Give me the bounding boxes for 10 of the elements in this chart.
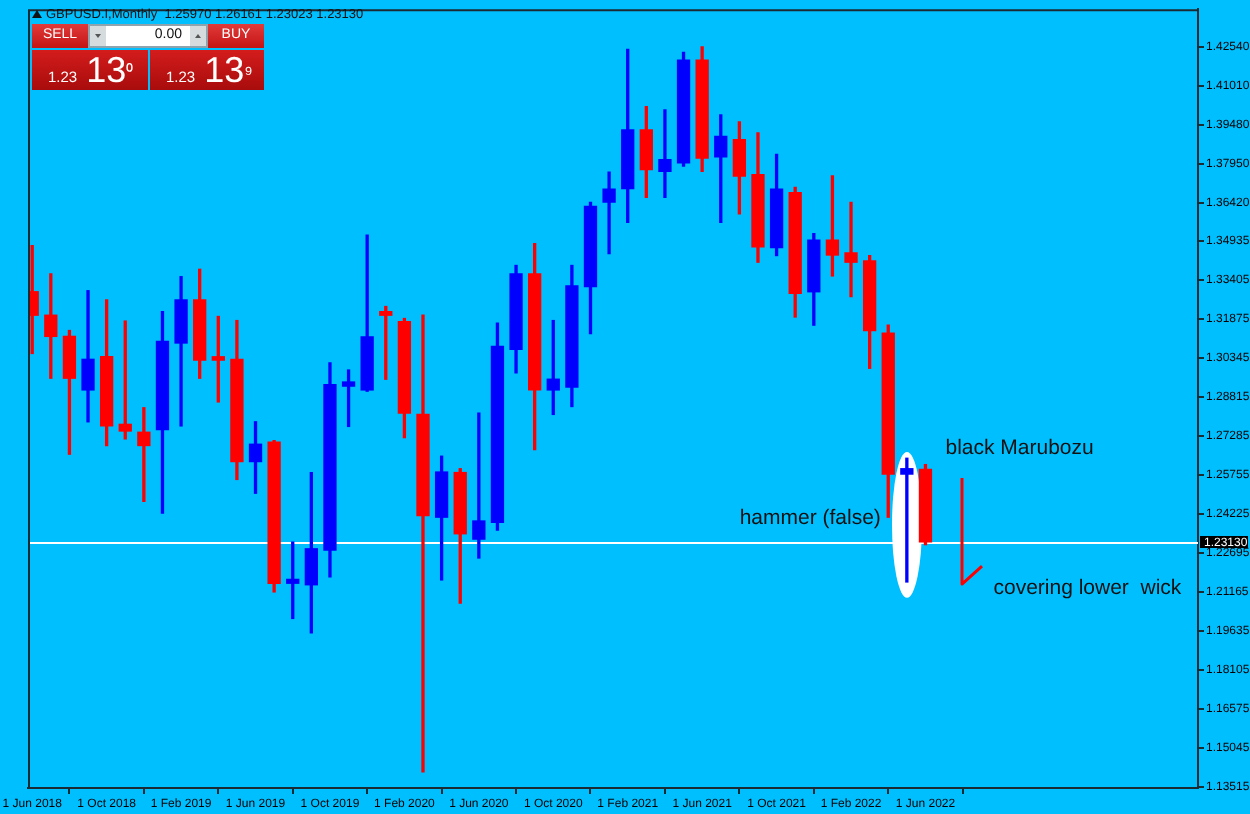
- candlestick: [137, 407, 151, 503]
- candlestick: [844, 201, 858, 298]
- candlestick: [900, 457, 914, 583]
- candlestick: [416, 314, 430, 773]
- annotation: hammer (false): [739, 506, 881, 531]
- candlestick: [81, 290, 95, 423]
- annotation: black Marubozu: [945, 436, 1095, 461]
- candlestick: [602, 171, 616, 255]
- annotation: covering lower wick: [993, 576, 1183, 601]
- candlestick: [658, 109, 672, 199]
